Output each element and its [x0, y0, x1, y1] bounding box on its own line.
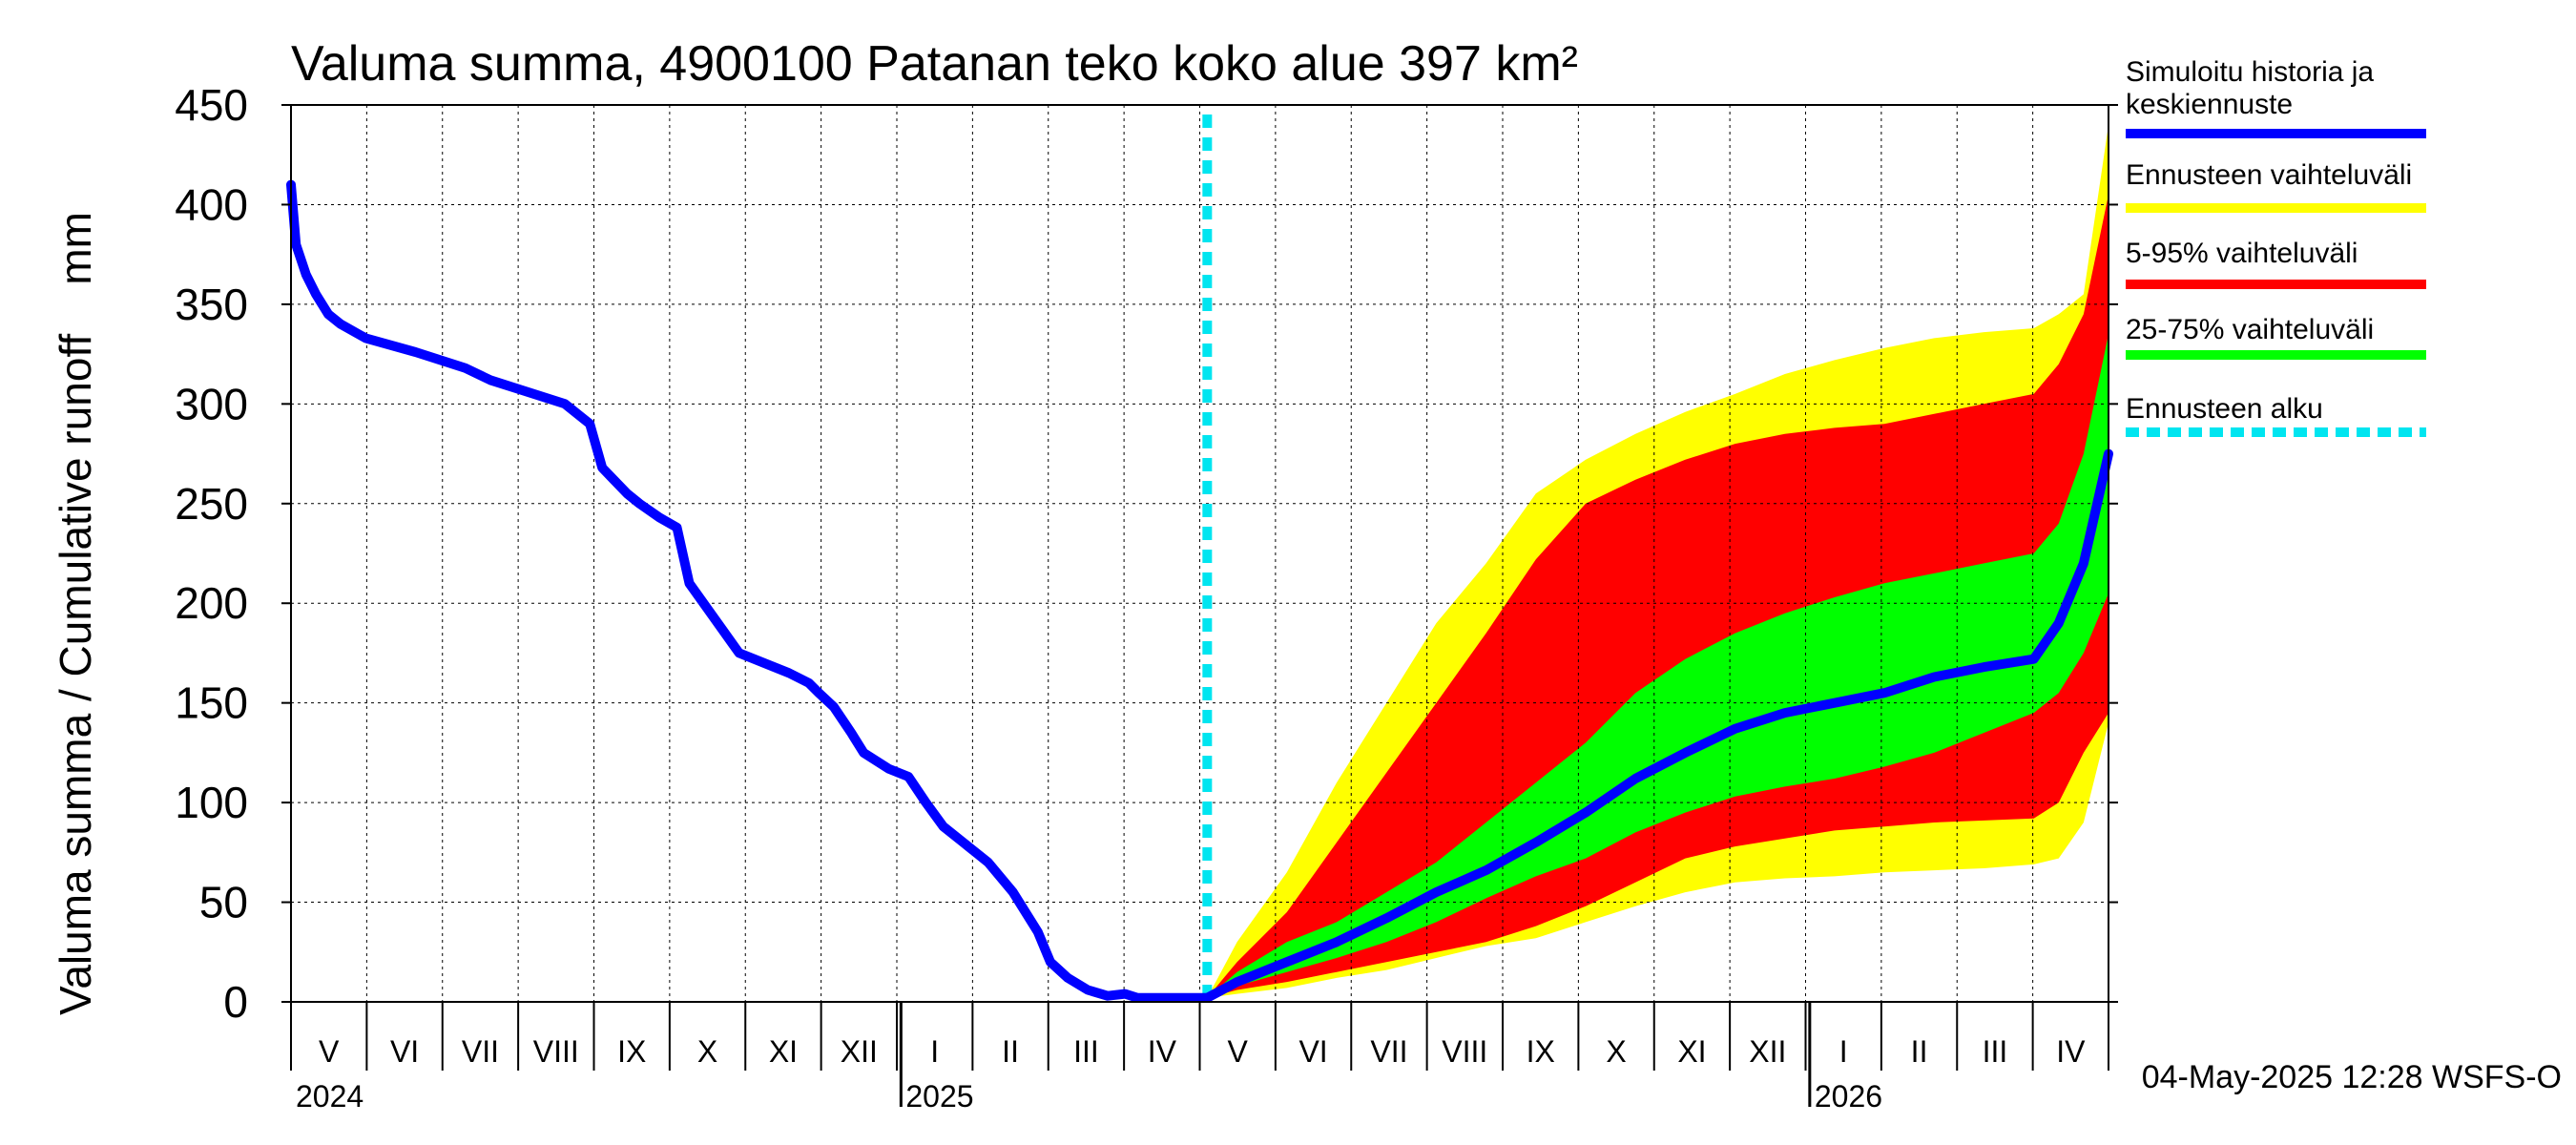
x-month-label-10: III [1073, 1034, 1099, 1069]
x-month-label-7: XII [841, 1034, 878, 1069]
x-year-label-0: 2024 [296, 1079, 364, 1114]
x-month-label-21: II [1911, 1034, 1928, 1069]
x-month-label-13: VI [1298, 1034, 1327, 1069]
x-month-label-2: VII [462, 1034, 499, 1069]
y-tick-label-9: 450 [175, 80, 248, 130]
chart-title: Valuma summa, 4900100 Patanan teko koko … [291, 36, 1578, 92]
y-tick-label-8: 400 [175, 179, 248, 229]
y-tick-label-0: 0 [223, 977, 248, 1027]
history-layer [286, 179, 2113, 1003]
legend-label-1: Ennusteen vaihteluväli [2126, 159, 2412, 191]
timestamp-footer: 04-May-2025 12:28 WSFS-O [2142, 1059, 2562, 1095]
forecast-bands [1207, 124, 2109, 998]
y-tick-label-7: 350 [175, 280, 248, 329]
x-year-label-2: 2026 [1815, 1079, 1882, 1114]
median-forecast-line [1202, 448, 2113, 1003]
x-month-label-20: I [1839, 1034, 1848, 1069]
y-tick-label-4: 200 [175, 578, 248, 628]
y-tick-label-6: 300 [175, 379, 248, 428]
legend-label-4: Ennusteen alku [2126, 393, 2323, 425]
x-month-label-1: VI [390, 1034, 419, 1069]
x-year-label-1: 2025 [905, 1079, 973, 1114]
x-month-label-5: X [697, 1034, 717, 1069]
x-month-label-17: X [1606, 1034, 1626, 1069]
x-month-label-19: XII [1749, 1034, 1786, 1069]
x-month-label-9: II [1002, 1034, 1019, 1069]
band-1 [1207, 195, 2109, 998]
x-month-label-15: VIII [1442, 1034, 1487, 1069]
x-month-label-16: IX [1527, 1034, 1555, 1069]
x-month-label-11: IV [1148, 1034, 1177, 1069]
y-tick-label-5: 250 [175, 479, 248, 529]
x-month-label-6: XI [769, 1034, 798, 1069]
x-month-label-14: VII [1370, 1034, 1407, 1069]
x-month-label-0: V [319, 1034, 340, 1069]
y-axis-label: Valuma summa / Cumulative runoff mm [51, 212, 100, 1015]
y-tick-label-2: 100 [175, 778, 248, 827]
y-tick-label-3: 150 [175, 678, 248, 728]
x-month-label-23: IV [2056, 1034, 2086, 1069]
x-month-label-18: XI [1677, 1034, 1706, 1069]
x-month-label-8: I [930, 1034, 939, 1069]
x-month-label-12: V [1228, 1034, 1249, 1069]
legend-label-2: 5-95% vaihteluväli [2126, 238, 2358, 269]
legend-label-3: 25-75% vaihteluväli [2126, 314, 2374, 345]
band-2 [1207, 334, 2109, 998]
legend-label-0: Simuloitu historia ja keskiennuste [2126, 56, 2374, 120]
x-month-label-3: VIII [533, 1034, 579, 1069]
y-tick-label-1: 50 [199, 878, 248, 927]
legend: Simuloitu historia ja keskiennuste Ennuste… [2126, 56, 2426, 437]
x-month-label-4: IX [617, 1034, 646, 1069]
history-line [286, 179, 1213, 1003]
x-month-label-22: III [1983, 1034, 2008, 1069]
grid [291, 105, 2109, 1002]
